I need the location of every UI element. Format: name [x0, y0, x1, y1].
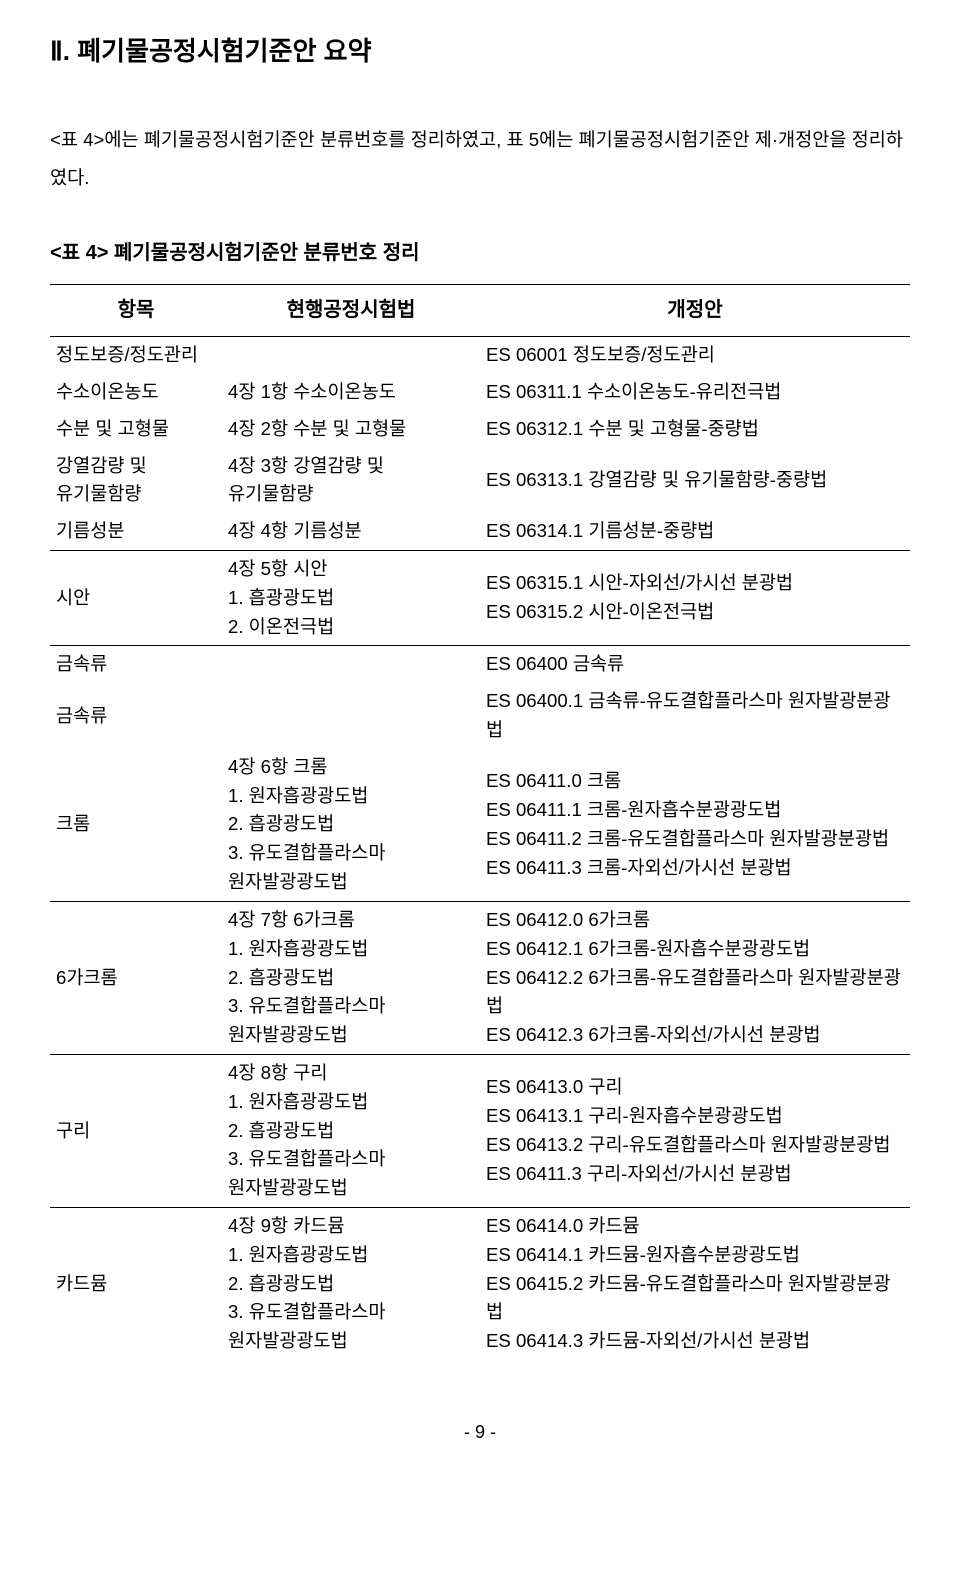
- cell-current: 4장 3항 강열감량 및 유기물함량: [222, 448, 480, 514]
- table-row: 금속류 ES 06400 금속류: [50, 646, 910, 683]
- table-caption: <표 4> 폐기물공정시험기준안 분류번호 정리: [50, 237, 910, 270]
- cell-revised: ES 06413.0 구리 ES 06413.1 구리-원자흡수분광광도법 ES…: [480, 1054, 910, 1207]
- cell-item: 기름성분: [50, 513, 222, 550]
- cell-item: 정도보증/정도관리: [50, 337, 222, 374]
- table-row: 기름성분4장 4항 기름성분ES 06314.1 기름성분-중량법: [50, 513, 910, 550]
- table-row: 시안4장 5항 시안 1. 흡광광도법 2. 이온전극법ES 06315.1 시…: [50, 550, 910, 645]
- cell-current: [222, 683, 480, 749]
- table-row: 수소이온농도4장 1항 수소이온농도ES 06311.1 수소이온농도-유리전극…: [50, 374, 910, 411]
- cell-item: 수분 및 고형물: [50, 411, 222, 448]
- classification-table: 항목 현행공정시험법 개정안 정도보증/정도관리 ES 06001 정도보증/정도…: [50, 284, 910, 1360]
- cell-current: 4장 1항 수소이온농도: [222, 374, 480, 411]
- cell-item: 구리: [50, 1054, 222, 1207]
- cell-revised: ES 06414.0 카드뮴 ES 06414.1 카드뮴-원자흡수분광광도법 …: [480, 1208, 910, 1361]
- cell-item: 금속류: [50, 646, 222, 683]
- table-row: 크롬4장 6항 크롬 1. 원자흡광광도법 2. 흡광광도법 3. 유도결합플라…: [50, 749, 910, 902]
- cell-item: 카드뮴: [50, 1208, 222, 1361]
- cell-revised: ES 06400.1 금속류-유도결합플라스마 원자발광분광법: [480, 683, 910, 749]
- cell-current: [222, 646, 480, 683]
- cell-item: 시안: [50, 550, 222, 645]
- table-row: 6가크롬4장 7항 6가크롬 1. 원자흡광광도법 2. 흡광광도법 3. 유도…: [50, 901, 910, 1054]
- cell-current: [222, 337, 480, 374]
- cell-revised: ES 06312.1 수분 및 고형물-중량법: [480, 411, 910, 448]
- cell-revised: ES 06411.0 크롬 ES 06411.1 크롬-원자흡수분광광도법 ES…: [480, 749, 910, 902]
- cell-current: 4장 8항 구리 1. 원자흡광광도법 2. 흡광광도법 3. 유도결합플라스마…: [222, 1054, 480, 1207]
- cell-current: 4장 4항 기름성분: [222, 513, 480, 550]
- table-row: 금속류 ES 06400.1 금속류-유도결합플라스마 원자발광분광법: [50, 683, 910, 749]
- cell-revised: ES 06400 금속류: [480, 646, 910, 683]
- table-row: 구리4장 8항 구리 1. 원자흡광광도법 2. 흡광광도법 3. 유도결합플라…: [50, 1054, 910, 1207]
- cell-revised: ES 06311.1 수소이온농도-유리전극법: [480, 374, 910, 411]
- cell-item: 수소이온농도: [50, 374, 222, 411]
- section-title: Ⅱ. 폐기물공정시험기준안 요약: [50, 30, 910, 73]
- table-header-item: 항목: [50, 285, 222, 337]
- table-header-revised: 개정안: [480, 285, 910, 337]
- cell-item: 강열감량 및 유기물함량: [50, 448, 222, 514]
- table-row: 강열감량 및 유기물함량4장 3항 강열감량 및 유기물함량ES 06313.1…: [50, 448, 910, 514]
- cell-item: 6가크롬: [50, 901, 222, 1054]
- table-header-current: 현행공정시험법: [222, 285, 480, 337]
- cell-item: 금속류: [50, 683, 222, 749]
- cell-current: 4장 6항 크롬 1. 원자흡광광도법 2. 흡광광도법 3. 유도결합플라스마…: [222, 749, 480, 902]
- intro-paragraph: <표 4>에는 폐기물공정시험기준안 분류번호를 정리하였고, 표 5에는 폐기…: [50, 121, 910, 197]
- cell-revised: ES 06313.1 강열감량 및 유기물함량-중량법: [480, 448, 910, 514]
- cell-current: 4장 2항 수분 및 고형물: [222, 411, 480, 448]
- cell-item: 크롬: [50, 749, 222, 902]
- cell-revised: ES 06412.0 6가크롬 ES 06412.1 6가크롬-원자흡수분광광도…: [480, 901, 910, 1054]
- table-row: 카드뮴4장 9항 카드뮴 1. 원자흡광광도법 2. 흡광광도법 3. 유도결합…: [50, 1208, 910, 1361]
- cell-revised: ES 06315.1 시안-자외선/가시선 분광법 ES 06315.2 시안-…: [480, 550, 910, 645]
- cell-current: 4장 7항 6가크롬 1. 원자흡광광도법 2. 흡광광도법 3. 유도결합플라…: [222, 901, 480, 1054]
- page-number: - 9 -: [50, 1418, 910, 1448]
- table-row: 정도보증/정도관리 ES 06001 정도보증/정도관리: [50, 337, 910, 374]
- cell-revised: ES 06314.1 기름성분-중량법: [480, 513, 910, 550]
- cell-revised: ES 06001 정도보증/정도관리: [480, 337, 910, 374]
- table-row: 수분 및 고형물4장 2항 수분 및 고형물ES 06312.1 수분 및 고형…: [50, 411, 910, 448]
- cell-current: 4장 9항 카드뮴 1. 원자흡광광도법 2. 흡광광도법 3. 유도결합플라스…: [222, 1208, 480, 1361]
- cell-current: 4장 5항 시안 1. 흡광광도법 2. 이온전극법: [222, 550, 480, 645]
